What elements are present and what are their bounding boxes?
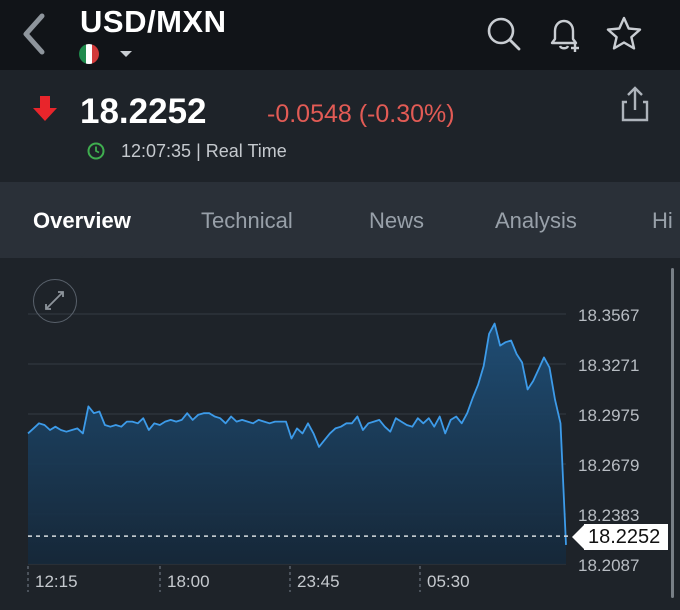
search-icon bbox=[487, 17, 521, 51]
back-icon bbox=[23, 13, 45, 55]
favorite-button[interactable] bbox=[604, 14, 644, 54]
y-tick-label: 18.2087 bbox=[578, 556, 639, 575]
expand-chart-button[interactable] bbox=[33, 279, 77, 323]
currency-dropdown[interactable] bbox=[114, 44, 138, 64]
pair-title: USD/MXN bbox=[80, 4, 227, 39]
star-icon bbox=[606, 16, 642, 50]
y-tick-label: 18.2383 bbox=[578, 506, 639, 525]
tab-historical[interactable]: Hi bbox=[652, 208, 673, 233]
tab-overview[interactable]: Overview bbox=[33, 208, 131, 233]
last-price-label: 18.2252 bbox=[584, 524, 669, 551]
tab-technical[interactable]: Technical bbox=[201, 208, 293, 233]
tab-news[interactable]: News bbox=[369, 208, 425, 233]
alert-button[interactable] bbox=[544, 14, 584, 54]
expand-icon bbox=[45, 291, 64, 310]
x-tick-label: 23:45 bbox=[297, 572, 340, 591]
scrollbar[interactable] bbox=[671, 268, 674, 598]
mexico-flag-icon bbox=[79, 44, 99, 64]
y-tick-label: 18.2975 bbox=[578, 406, 639, 425]
x-tick-label: 05:30 bbox=[427, 572, 470, 591]
price-area bbox=[28, 323, 566, 564]
clock-icon bbox=[87, 142, 105, 160]
price-line bbox=[27, 322, 567, 545]
price-change: -0.0548 (-0.30%) bbox=[267, 100, 455, 128]
share-button[interactable] bbox=[615, 84, 655, 124]
tab-bar: Overview Technical News Analysis Hi bbox=[0, 182, 680, 258]
quote-panel: 18.2252 -0.0548 (-0.30%) 12:07:35 | Real… bbox=[0, 70, 680, 182]
x-tick-label: 12:15 bbox=[35, 572, 78, 591]
quote-time: 12:07:35 | Real Time bbox=[121, 141, 287, 161]
back-button[interactable] bbox=[14, 10, 54, 58]
y-tick-label: 18.3567 bbox=[578, 306, 639, 325]
share-icon bbox=[621, 86, 649, 122]
bell-plus-icon bbox=[550, 19, 579, 52]
down-arrow-icon bbox=[33, 96, 57, 121]
search-button[interactable] bbox=[484, 14, 524, 54]
y-tick-label: 18.2679 bbox=[578, 456, 639, 475]
y-tick-label: 18.3271 bbox=[578, 356, 639, 375]
last-price-badge: 18.2252 bbox=[572, 524, 669, 551]
top-bar: USD/MXN bbox=[0, 0, 680, 70]
active-tab-indicator bbox=[74, 247, 90, 257]
x-tick-label: 18:00 bbox=[167, 572, 210, 591]
caret-down-icon bbox=[120, 51, 132, 57]
last-price: 18.2252 bbox=[80, 92, 207, 131]
tab-analysis[interactable]: Analysis bbox=[495, 208, 577, 233]
